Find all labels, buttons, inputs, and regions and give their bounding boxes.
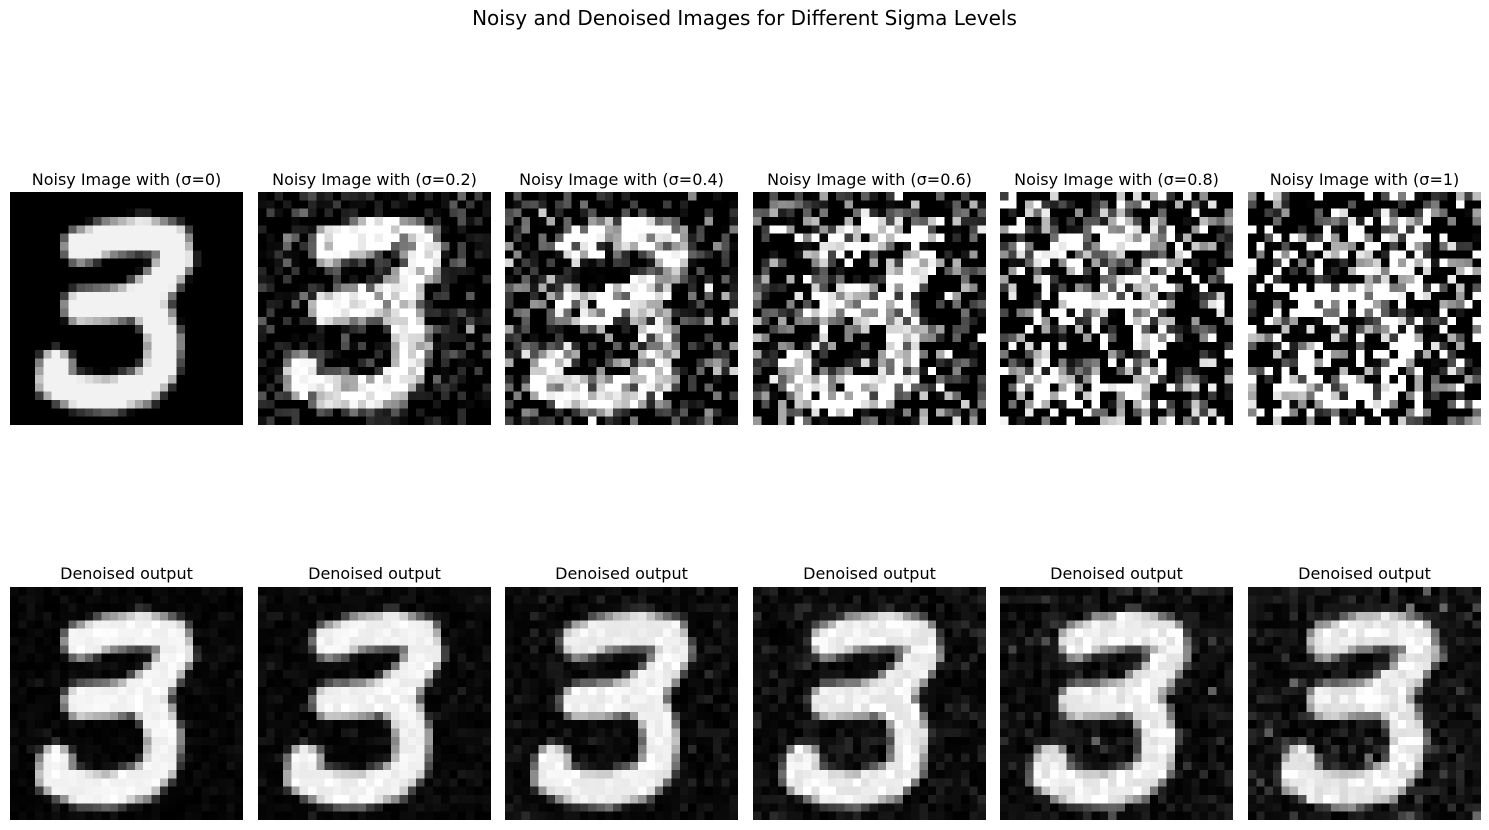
denoised-image xyxy=(258,587,491,820)
noisy-image xyxy=(1000,192,1233,425)
denoised-panel-title: Denoised output xyxy=(555,564,688,583)
noisy-panel-title: Noisy Image with (σ=1) xyxy=(1269,170,1460,189)
denoised-image xyxy=(505,587,738,820)
denoised-panel-title: Denoised output xyxy=(1050,564,1183,583)
denoised-panel-title: Denoised output xyxy=(308,564,441,583)
denoised-image xyxy=(753,587,986,820)
noisy-image xyxy=(258,192,491,425)
noisy-panel-title: Noisy Image with (σ=0.2) xyxy=(272,170,477,189)
denoised-panel-title: Denoised output xyxy=(803,564,936,583)
denoised-image xyxy=(10,587,243,820)
noisy-image xyxy=(10,192,243,425)
noisy-panel-title: Noisy Image with (σ=0.6) xyxy=(767,170,972,189)
noisy-panel-title: Noisy Image with (σ=0.8) xyxy=(1014,170,1219,189)
denoised-image xyxy=(1248,587,1481,820)
denoised-image xyxy=(1000,587,1233,820)
noisy-panel-title: Noisy Image with (σ=0.4) xyxy=(519,170,724,189)
denoised-panel-title: Denoised output xyxy=(1298,564,1431,583)
denoised-panel-title: Denoised output xyxy=(60,564,193,583)
noisy-panel-title: Noisy Image with (σ=0) xyxy=(31,170,222,189)
noisy-image xyxy=(753,192,986,425)
figure-title: Noisy and Denoised Images for Different … xyxy=(472,6,1017,30)
noisy-image xyxy=(505,192,738,425)
noisy-image xyxy=(1248,192,1481,425)
